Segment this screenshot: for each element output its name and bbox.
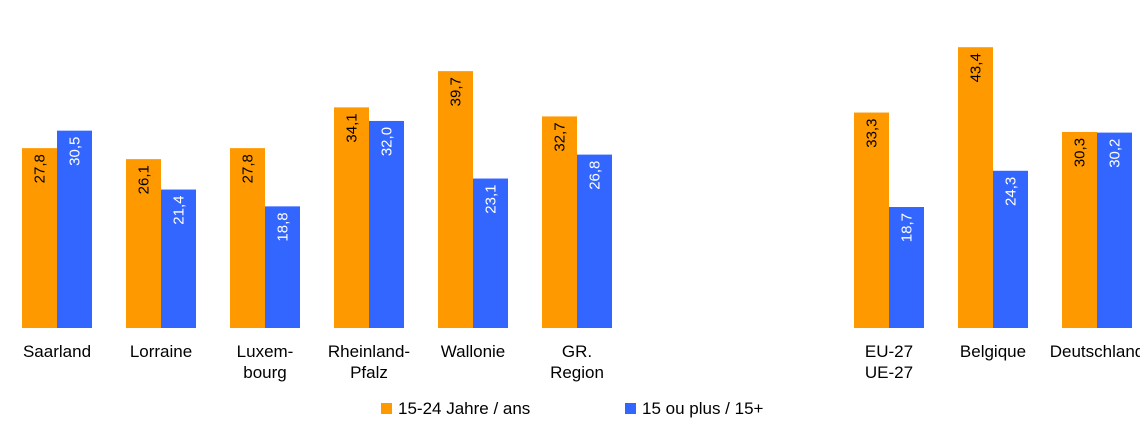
category-labels-layer: Saarland Lorraine Luxem-bourg Rheinland- Pfa… bbox=[23, 342, 1140, 382]
bar-series-2-cat-8 bbox=[993, 170, 1028, 328]
legend-label-series-1: 15-24 Jahre / ans bbox=[398, 399, 530, 418]
category-label-3-line-2: bourg bbox=[243, 363, 286, 382]
bar-series-1-cat-4 bbox=[334, 107, 369, 328]
category-label-4-line-2: Pfalz bbox=[350, 363, 388, 382]
bar-series-1-cat-8 bbox=[958, 47, 993, 329]
value-label-series-1-cat-5: 39,7 bbox=[448, 77, 465, 106]
bar-series-2-cat-3 bbox=[265, 206, 300, 328]
legend-swatch-series-2 bbox=[625, 403, 636, 414]
bar-series-1-cat-6 bbox=[542, 116, 577, 328]
bar-series-1-cat-9 bbox=[1062, 131, 1097, 328]
category-label-6-line-1: GR. bbox=[562, 342, 592, 361]
bar-series-1-cat-3 bbox=[230, 148, 265, 328]
value-label-series-2-cat-2: 21,4 bbox=[171, 196, 188, 225]
value-label-series-2-cat-1: 30,5 bbox=[67, 137, 84, 166]
value-label-series-1-cat-2: 26,1 bbox=[136, 165, 153, 194]
category-label-5: Wallonie bbox=[441, 342, 506, 361]
bar-series-2-cat-7 bbox=[889, 207, 924, 328]
value-label-series-1-cat-8: 43,4 bbox=[968, 53, 985, 82]
bar-series-2-cat-6 bbox=[577, 154, 612, 328]
bars-layer bbox=[22, 47, 1132, 329]
value-label-series-1-cat-4: 34,1 bbox=[344, 113, 361, 142]
category-label-6-line-2: Region bbox=[550, 363, 604, 382]
category-label-8: Belgique bbox=[960, 342, 1026, 361]
value-label-series-2-cat-8: 24,3 bbox=[1003, 177, 1020, 206]
bar-series-2-cat-2 bbox=[161, 189, 196, 328]
value-label-series-2-cat-4: 32,0 bbox=[379, 127, 396, 156]
value-label-series-2-cat-5: 23,1 bbox=[483, 185, 500, 214]
category-label-7-line-2: UE-27 bbox=[865, 363, 913, 382]
category-label-2: Lorraine bbox=[130, 342, 192, 361]
value-label-series-2-cat-3: 18,8 bbox=[275, 212, 292, 241]
value-label-series-1-cat-7: 33,3 bbox=[864, 119, 881, 148]
category-label-3-line-1: Luxem- bbox=[237, 342, 294, 361]
value-label-series-2-cat-7: 18,7 bbox=[899, 213, 916, 242]
bar-series-2-cat-5 bbox=[473, 178, 508, 328]
bar-series-2-cat-1 bbox=[57, 130, 92, 328]
category-label-4-line-1: Rheinland- bbox=[328, 342, 410, 361]
legend-label-series-2: 15 ou plus / 15+ bbox=[642, 399, 764, 418]
bar-series-1-cat-1 bbox=[22, 148, 57, 328]
value-label-series-2-cat-9: 30,2 bbox=[1107, 139, 1124, 168]
bar-series-1-cat-7 bbox=[854, 112, 889, 328]
value-labels-layer: 27,8 30,5 26,1 21,4 27,8 18,8 34,1 32,0 39,7 23,1… bbox=[32, 53, 1124, 242]
value-label-series-1-cat-6: 32,7 bbox=[552, 122, 569, 151]
bar-series-1-cat-2 bbox=[126, 159, 161, 328]
value-label-series-1-cat-3: 27,8 bbox=[240, 154, 257, 183]
bar-series-2-cat-4 bbox=[369, 120, 404, 329]
value-label-series-2-cat-6: 26,8 bbox=[587, 161, 604, 190]
category-label-7-line-1: EU-27 bbox=[865, 342, 913, 361]
legend-swatch-series-1 bbox=[381, 403, 392, 414]
bar-series-1-cat-5 bbox=[438, 71, 473, 329]
value-label-series-1-cat-9: 30,3 bbox=[1072, 138, 1089, 167]
category-label-9: Deutschland bbox=[1050, 342, 1140, 361]
legend: 15-24 Jahre / ans 15 ou plus / 15+ bbox=[381, 399, 764, 418]
category-label-1: Saarland bbox=[23, 342, 91, 361]
value-label-series-1-cat-1: 27,8 bbox=[32, 154, 49, 183]
bar-series-2-cat-9 bbox=[1097, 132, 1132, 328]
